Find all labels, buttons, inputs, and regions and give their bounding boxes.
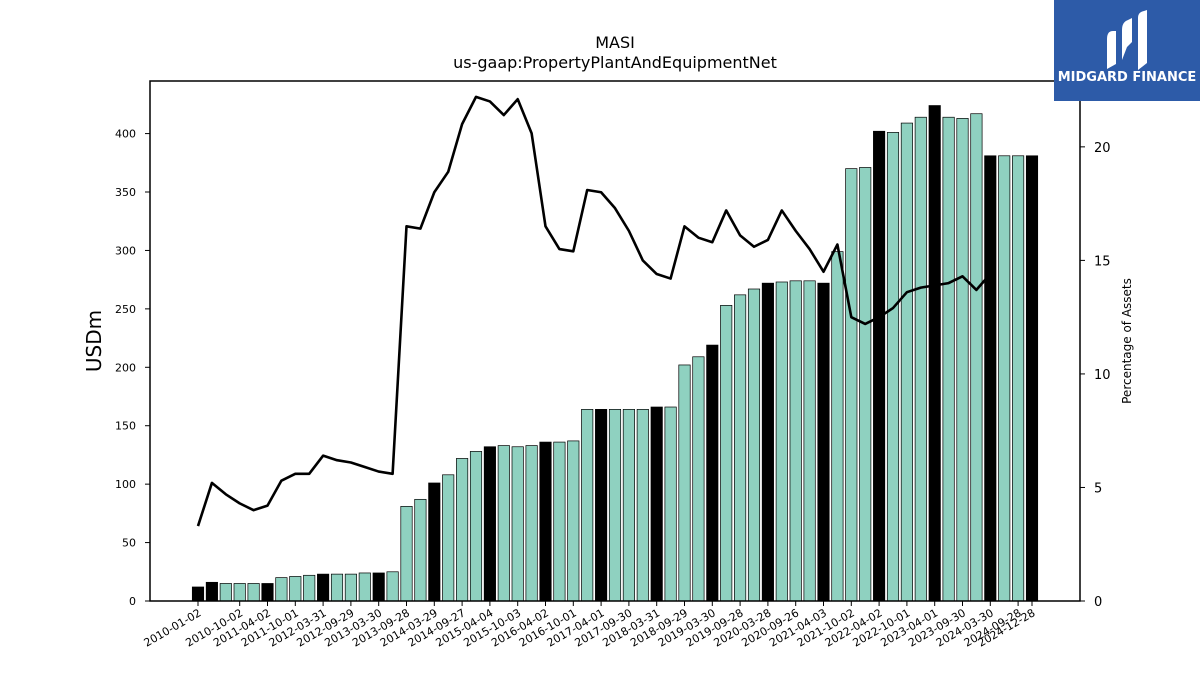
chart-title-text: MASI (595, 33, 635, 52)
chart-title: MASI us-gaap:PropertyPlantAndEquipmentNe… (453, 33, 777, 72)
right-tick-label-15: 15 (1094, 254, 1111, 269)
bar-2023-07-01 (942, 116, 955, 602)
bar-2013-09-28 (400, 506, 413, 602)
y-axis-label-right: Percentage of Assets (1120, 278, 1134, 404)
left-tick-label-350: 350 (115, 186, 136, 199)
bar-2023-09-30 (956, 118, 969, 602)
bar-2017-07-01 (608, 409, 622, 602)
left-tick-label-0: 0 (129, 595, 136, 608)
line-series-layer (196, 95, 992, 527)
bar-2015-07-04 (497, 445, 510, 602)
bar-2017-09-30 (622, 409, 635, 602)
bar-2015-10-03 (511, 446, 524, 602)
brand-background (1054, 0, 1200, 101)
bar-2021-10-02 (845, 168, 858, 602)
bar-2020-09-26 (789, 280, 802, 602)
bar-2014-03-29 (428, 482, 441, 602)
bar-2020-03-28 (761, 282, 774, 602)
bar-2011-07-02 (275, 577, 288, 602)
bar-2022-12-31 (914, 116, 927, 602)
bar-2023-12-30 (970, 113, 983, 602)
bar-2015-04-04 (483, 446, 496, 602)
bar-2018-12-29 (692, 356, 705, 602)
bar-2016-01-02 (525, 445, 538, 602)
bar-2011-04-02 (261, 583, 274, 602)
bar-2021-07-03 (831, 251, 844, 602)
bar-2017-04-01 (595, 409, 608, 602)
plot-frame (149, 80, 1081, 602)
bar-2023-04-01 (928, 105, 941, 602)
bar-2014-06-28 (442, 474, 455, 602)
x-axis: 2010-01-022010-10-022011-04-022011-10-01… (142, 601, 1038, 650)
bar-2016-07-02 (553, 441, 566, 602)
left-y-axis: 0 50 100 150 200 250 300 350 400 (115, 128, 150, 608)
left-tick-label-100: 100 (115, 478, 136, 491)
bar-2017-12-30 (636, 409, 649, 602)
right-tick-label-5: 5 (1094, 481, 1102, 496)
bar-2012-09-29 (344, 573, 357, 602)
bar-2010-01-02 (191, 586, 205, 602)
bar-2021-04-03 (817, 282, 830, 602)
bar-2019-06-29 (720, 305, 733, 602)
bar-2019-03-30 (706, 344, 719, 602)
bar-2010-04-03 (205, 581, 218, 602)
bar-2016-10-01 (567, 440, 580, 602)
bar-2022-01-01 (859, 167, 872, 602)
bar-2014-09-27 (456, 458, 469, 602)
brand-name: MIDGARD FINANCE (1058, 70, 1197, 85)
right-tick-label-10: 10 (1094, 368, 1111, 383)
bar-2019-12-28 (747, 288, 761, 602)
bar-2012-12-29 (358, 572, 371, 602)
left-tick-label-300: 300 (115, 244, 136, 257)
bar-2018-03-31 (650, 406, 663, 602)
bar-series (191, 105, 1039, 602)
bar-2018-09-29 (678, 364, 691, 602)
left-tick-label-200: 200 (115, 361, 136, 374)
bar-2011-01-01 (247, 583, 260, 602)
bar-2016-12-31 (581, 409, 594, 602)
right-y-axis: 0 5 10 15 20 (1080, 141, 1111, 610)
bar-2010-07-03 (219, 583, 232, 602)
left-tick-label-50: 50 (122, 537, 136, 550)
bar-2021-01-02 (803, 280, 816, 602)
bar-2018-06-30 (664, 406, 677, 602)
brand-logo: MIDGARD FINANCE (1054, 0, 1200, 101)
percentage-line (196, 95, 992, 527)
bar-2011-10-01 (289, 576, 302, 602)
bar-2015-01-03 (469, 451, 483, 602)
bar-2022-10-01 (900, 122, 913, 602)
bar-2024-09-28 (1012, 155, 1025, 602)
bar-2011-12-31 (303, 574, 316, 602)
bar-2016-04-02 (539, 441, 552, 602)
bar-2012-06-30 (330, 573, 344, 602)
left-tick-label-150: 150 (115, 420, 136, 433)
bar-2022-07-02 (886, 132, 900, 602)
right-tick-label-20: 20 (1094, 141, 1111, 156)
right-tick-label-0: 0 (1094, 595, 1102, 610)
bar-2013-03-30 (372, 572, 385, 602)
bar-2012-03-31 (317, 573, 330, 602)
bar-2020-06-27 (775, 281, 788, 602)
bar-2022-04-02 (873, 130, 886, 602)
chart-subtitle-text: us-gaap:PropertyPlantAndEquipmentNet (453, 53, 777, 72)
bar-2010-10-02 (233, 583, 246, 602)
left-tick-label-400: 400 (115, 128, 136, 141)
bar-2013-06-29 (386, 571, 399, 602)
bar-2024-06-29 (998, 155, 1011, 602)
y-axis-label-left: USDm (82, 310, 106, 372)
bar-2024-03-30 (984, 155, 997, 602)
bar-2024-12-28 (1025, 155, 1039, 602)
midgard-m-logo-icon (1107, 10, 1147, 70)
bar-2013-12-28 (414, 498, 427, 602)
left-tick-label-250: 250 (115, 303, 136, 316)
bar-2019-09-28 (734, 294, 747, 602)
